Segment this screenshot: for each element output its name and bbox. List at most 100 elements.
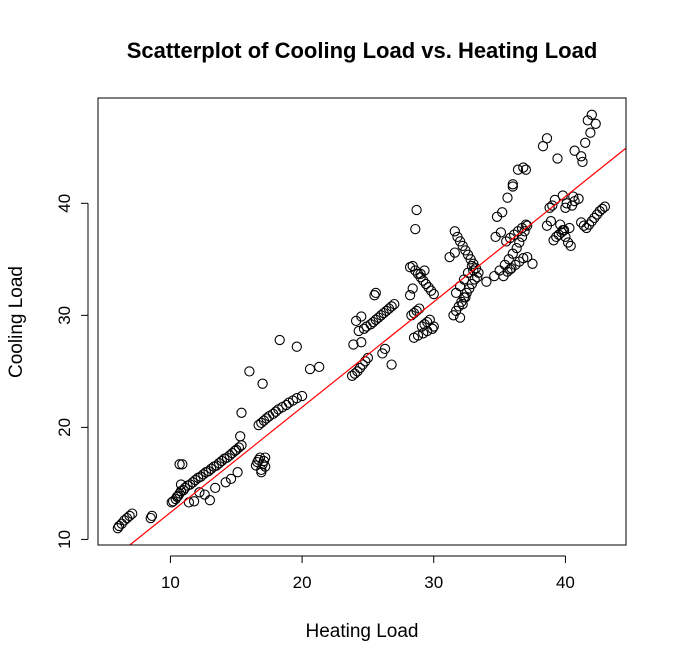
data-point xyxy=(145,512,156,524)
points-layer xyxy=(112,109,611,534)
data-point xyxy=(577,156,588,168)
data-point xyxy=(174,459,185,470)
data-point xyxy=(291,341,302,352)
data-point xyxy=(564,222,575,234)
plot-frame xyxy=(97,97,627,546)
data-point xyxy=(495,227,507,238)
data-point xyxy=(146,510,158,522)
data-point xyxy=(552,153,563,164)
data-point xyxy=(204,495,216,506)
data-point xyxy=(508,229,520,240)
data-point xyxy=(518,253,529,264)
data-point xyxy=(236,407,247,418)
data-point xyxy=(415,268,426,280)
data-point xyxy=(412,330,424,341)
data-point xyxy=(296,390,308,402)
x-tick-label: 40 xyxy=(556,573,575,592)
data-point xyxy=(175,479,187,490)
data-point xyxy=(420,278,432,290)
data-point xyxy=(386,359,397,370)
data-point xyxy=(127,508,138,519)
data-point xyxy=(449,247,460,258)
data-point xyxy=(232,467,243,478)
data-point xyxy=(537,141,549,152)
data-point xyxy=(581,222,592,234)
chart-title: Scatterplot of Cooling Load vs. Heating … xyxy=(127,38,598,63)
data-point xyxy=(352,366,363,377)
data-point xyxy=(348,339,359,350)
data-point xyxy=(498,270,509,282)
data-point xyxy=(481,276,492,287)
data-point xyxy=(497,207,508,218)
data-point xyxy=(353,325,364,337)
data-point xyxy=(561,198,572,209)
data-point xyxy=(407,283,418,294)
y-axis-label: Cooling Load xyxy=(6,266,27,378)
data-point xyxy=(502,192,513,203)
data-point xyxy=(356,337,367,348)
data-point xyxy=(354,362,366,374)
x-tick-label: 30 xyxy=(424,573,443,592)
data-point xyxy=(519,226,530,237)
data-point xyxy=(514,237,525,248)
data-point xyxy=(586,216,597,227)
data-point xyxy=(210,482,221,494)
x-tick-label: 10 xyxy=(161,573,180,592)
data-point xyxy=(450,287,462,299)
data-point xyxy=(545,216,557,227)
data-point xyxy=(256,467,267,478)
data-point xyxy=(206,463,217,474)
data-point xyxy=(412,268,424,280)
data-point xyxy=(427,323,438,334)
data-point xyxy=(199,489,210,500)
data-point xyxy=(569,145,580,156)
data-point xyxy=(170,493,181,505)
data-point xyxy=(556,227,567,238)
regression-line xyxy=(129,147,627,546)
data-point xyxy=(177,459,188,470)
data-point xyxy=(425,285,437,296)
data-point xyxy=(260,461,271,472)
data-point xyxy=(386,301,397,312)
data-point xyxy=(560,202,571,213)
data-point xyxy=(522,251,533,263)
data-point xyxy=(472,272,483,283)
data-point xyxy=(190,474,201,486)
data-point xyxy=(220,477,231,488)
data-point xyxy=(411,204,422,216)
y-axis: 10 20 30 40 xyxy=(55,194,89,549)
data-point xyxy=(454,312,466,323)
data-point xyxy=(428,288,439,300)
data-point xyxy=(357,359,368,370)
data-point xyxy=(404,290,416,301)
data-point xyxy=(586,109,597,120)
data-point xyxy=(578,220,590,231)
data-point xyxy=(489,270,500,282)
data-point xyxy=(527,258,538,269)
data-point xyxy=(423,282,434,293)
data-point xyxy=(460,292,471,303)
data-point xyxy=(512,164,524,175)
data-point xyxy=(244,366,255,377)
data-point xyxy=(183,497,195,508)
data-point xyxy=(198,469,209,480)
y-tick-label: 20 xyxy=(55,418,74,437)
data-point xyxy=(541,133,553,144)
data-point xyxy=(254,452,266,463)
data-point xyxy=(555,219,566,230)
data-point xyxy=(270,406,281,417)
data-point xyxy=(449,226,460,237)
data-point xyxy=(583,219,595,230)
data-point xyxy=(501,236,512,247)
data-point xyxy=(507,179,518,190)
data-point xyxy=(520,164,532,175)
data-point xyxy=(389,298,400,310)
data-point xyxy=(291,393,302,404)
data-point xyxy=(585,127,596,138)
data-point xyxy=(188,496,200,507)
data-point xyxy=(504,264,516,275)
data-point xyxy=(457,298,468,310)
data-point xyxy=(358,323,370,334)
data-point xyxy=(558,225,570,236)
